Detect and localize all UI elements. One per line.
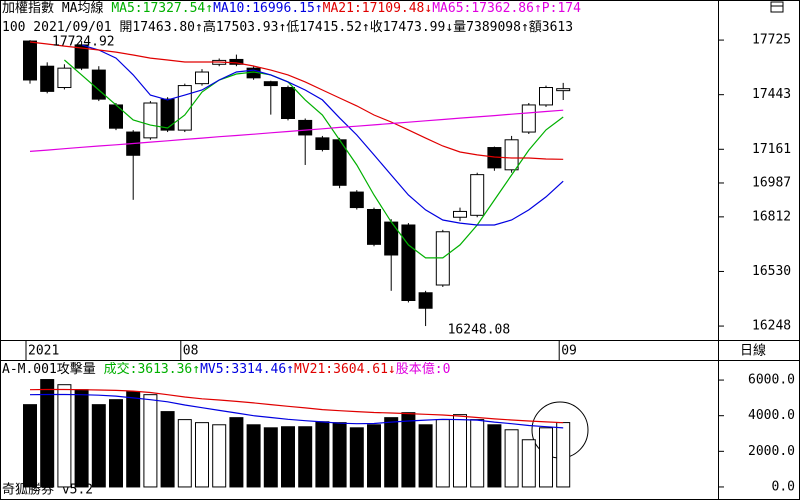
window-icon[interactable] [770, 1, 784, 13]
price-header: 加權指數 MA均線 MA5:17327.54↑MA10:16996.15↑MA2… [2, 1, 716, 17]
high-label: 17724.92 [52, 35, 115, 50]
volume-bar [349, 427, 364, 488]
y-tick-label: 16987 [752, 175, 791, 190]
volume-bar [263, 427, 278, 488]
volume-bar [401, 412, 416, 488]
candle-body [281, 87, 295, 119]
candle-body [418, 292, 433, 309]
volume-bar [57, 384, 72, 488]
volume-bar [487, 424, 502, 488]
volume-bar [143, 394, 158, 488]
volume-bar [246, 424, 261, 488]
candle-body [470, 174, 485, 216]
y-tick-label: 16248 [752, 319, 791, 334]
candle-body [40, 65, 55, 92]
low-label: 16248.08 [448, 323, 511, 338]
indicator-title: 加權指數 MA均線 [2, 1, 104, 16]
y-tick-label: 2000.0 [748, 444, 795, 459]
legend-entry: P:174 [541, 1, 581, 16]
volume-bar [453, 414, 467, 488]
volume-bar [109, 399, 123, 488]
volume-header: A-M.001攻擊量 成交:3613.36↑MV5:3314.46↑MV21:3… [2, 362, 716, 378]
y-tick-label: 16530 [752, 264, 791, 279]
volume-bar [504, 429, 519, 488]
line-series [29, 41, 564, 160]
quote-line: 100 2021/09/01 開17463.80↑高17503.93↑低1741… [2, 20, 574, 35]
candle-body [57, 67, 72, 89]
candle-body [349, 191, 364, 209]
y-tick-label: 17725 [752, 33, 791, 48]
volume-bar [315, 421, 330, 488]
candle-body [401, 224, 416, 302]
line-series [29, 109, 564, 152]
candle-body [521, 104, 536, 133]
line-series [29, 388, 564, 424]
period-label: 日線 [740, 343, 766, 359]
volume-bar [332, 422, 347, 488]
candle-body [504, 139, 519, 171]
candle-body [160, 98, 175, 131]
y-tick-label: 0.0 [772, 479, 795, 494]
candle-body [195, 71, 209, 85]
volume-bar [23, 404, 37, 488]
volume-bar [521, 439, 536, 488]
volume-bar [195, 422, 209, 488]
legend-entry: 股本億:0 [395, 362, 451, 377]
legend-entry: MV21:3604.61↓ [294, 362, 396, 377]
candle-body [539, 87, 553, 106]
volume-bar [74, 389, 89, 488]
volume-bar [367, 424, 381, 488]
volume-bar [160, 411, 175, 488]
legend-entry: MA65:17362.86↑ [432, 1, 542, 16]
volume-bar [229, 417, 244, 488]
x-tick-label: 2021 [28, 344, 59, 359]
candle-body [91, 69, 106, 100]
candle-body [298, 119, 313, 136]
volume-bar [556, 422, 571, 488]
candle-body [367, 208, 381, 245]
legend-entry: MA10:16996.15↑ [213, 1, 323, 16]
line-series [81, 44, 564, 226]
candle-body [263, 81, 278, 87]
volume-bar [435, 419, 450, 488]
line-series [29, 393, 564, 429]
volume-bar [126, 391, 141, 488]
volume-bar [298, 426, 313, 488]
volume-bar [91, 404, 106, 488]
candle-body [315, 137, 330, 150]
y-tick-label: 17443 [752, 87, 791, 102]
volume-bar [177, 419, 192, 488]
volume-bar [470, 419, 485, 488]
x-tick-label: 08 [183, 344, 199, 359]
legend-entry: MV5:3314.46↑ [200, 362, 294, 377]
candle-body [229, 58, 244, 65]
y-tick-label: 4000.0 [748, 408, 795, 423]
y-tick-label: 16812 [752, 209, 791, 224]
volume-bar [212, 424, 227, 488]
volume-bar [539, 427, 553, 488]
x-tick-label: 09 [561, 344, 577, 359]
indicator-title: A-M.001攻擊量 [2, 362, 96, 377]
candle-body [556, 88, 571, 92]
y-tick-label: 17161 [752, 142, 791, 157]
legend-entry: 成交:3613.36↑ [103, 362, 201, 377]
candle-body [453, 210, 467, 218]
line-series [64, 59, 564, 259]
candle-body [143, 102, 158, 139]
legend-entry: MA5:17327.54↑ [111, 1, 214, 16]
volume-bar [40, 379, 55, 488]
y-tick-label: 6000.0 [748, 373, 795, 388]
volume-bar [384, 417, 399, 488]
volume-bar [281, 426, 295, 488]
candle-body [177, 85, 192, 131]
volume-bar [418, 424, 433, 488]
legend-entry: MA21:17109.48↓ [322, 1, 433, 16]
candle-body [23, 40, 37, 81]
